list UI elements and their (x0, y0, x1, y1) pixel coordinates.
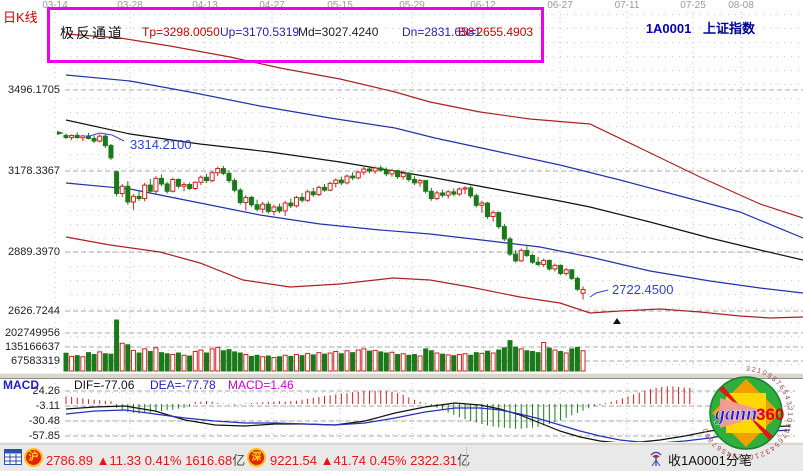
macd-bar-value: MACD=1.46 (228, 378, 294, 392)
indicator-box: 极反通道 Tp=3298.0050 Up=3170.5319 Md=3027.4… (47, 7, 544, 63)
logo-gann-text: gann (714, 403, 757, 425)
gann360-logo: 3210987654321098765432101234567890 gann … (701, 366, 791, 460)
indicator-value-md: Md=3027.4240 (298, 25, 379, 39)
macd-dea-value: DEA=-77.78 (150, 378, 216, 392)
date-axis-label: 05-29 (399, 0, 425, 11)
sh-pct: 0.41% (144, 453, 182, 468)
price-axis-label: 2889.3970 (8, 246, 60, 258)
sz-amount-unit: 亿 (457, 453, 471, 468)
sh-price: 2786.89 (46, 453, 93, 468)
status-bar: 沪 2786.89 ▲11.33 0.41% 1616.68亿 深 9221.5… (0, 445, 803, 471)
kline-period-label[interactable]: 日K线 (3, 10, 38, 25)
indicator-value-dn: Dn=2831.6581 (402, 25, 482, 39)
current-view-label[interactable]: 收1A0001分笔 (668, 453, 752, 468)
macd-axis-label: -3.11 (35, 400, 60, 412)
indicator-value-bt: Bt=2655.4903 (458, 25, 534, 39)
macd-dif-value: DIF=-77.06 (74, 378, 135, 392)
indicator-name: 极反通道 (60, 25, 124, 41)
volume-axis-label: 135166637 (4, 341, 60, 353)
pane-splitter[interactable] (0, 373, 803, 379)
symbol-name: 上证指数 (702, 21, 755, 36)
date-axis-label: 06-27 (547, 0, 573, 11)
price-axis-label: 3178.3367 (8, 165, 60, 177)
shanghai-quote: 2786.89 ▲11.33 0.41% 1616.68亿 (46, 450, 245, 469)
date-axis-label: 03-14 (42, 0, 68, 11)
macd-axis-label: 24.26 (32, 385, 60, 397)
sh-change: ▲11.33 (96, 453, 142, 468)
sz-price: 9221.54 (270, 453, 317, 468)
sh-amount-unit: 亿 (232, 453, 246, 468)
date-axis-label: 04-27 (259, 0, 285, 11)
symbol-code: 1A0001 (645, 21, 692, 36)
date-axis-label: 04-13 (192, 0, 218, 11)
symbol-area: 1A0001 上证指数 (646, 18, 755, 37)
sz-pct: 0.45% (369, 453, 407, 468)
date-axis-label: 07-11 (614, 0, 640, 11)
logo-360-text: 360 (756, 405, 784, 424)
indicator-value-up: Up=3170.5319 (220, 25, 300, 39)
sh-amount: 1616.68 (185, 453, 233, 468)
price-annotation-last: 2722.4500 (612, 282, 674, 297)
macd-axis-label: -30.48 (28, 415, 60, 427)
macd-axis-label: -57.85 (28, 430, 60, 442)
volume-axis-label: 202749956 (4, 327, 60, 339)
indicator-value-tp: Tp=3298.0050 (142, 25, 220, 39)
table-icon[interactable] (4, 449, 22, 466)
shanghai-market-icon: 沪 (24, 448, 43, 467)
sz-amount: 2322.31 (410, 453, 458, 468)
shenzhen-market-icon: 深 (247, 448, 266, 467)
price-annotation-high: 3314.2100 (130, 137, 192, 152)
price-axis-label: 3496.1705 (8, 84, 60, 96)
shenzhen-quote: 9221.54 ▲41.74 0.45% 2322.31亿 (270, 450, 470, 469)
date-axis-label: 03-28 (117, 0, 143, 11)
volume-axis-label: 67583319 (11, 355, 60, 367)
macd-pane-title[interactable]: MACD (3, 378, 39, 392)
date-axis-label: 07-25 (680, 0, 706, 11)
antenna-icon (650, 451, 662, 467)
status-divider (466, 447, 467, 468)
sz-change: ▲41.74 (320, 453, 367, 468)
date-axis-label: 05-15 (327, 0, 353, 11)
date-axis-label: 08-08 (728, 0, 754, 11)
price-axis-label: 2626.7244 (8, 305, 60, 317)
date-axis-label: 06-12 (470, 0, 496, 11)
